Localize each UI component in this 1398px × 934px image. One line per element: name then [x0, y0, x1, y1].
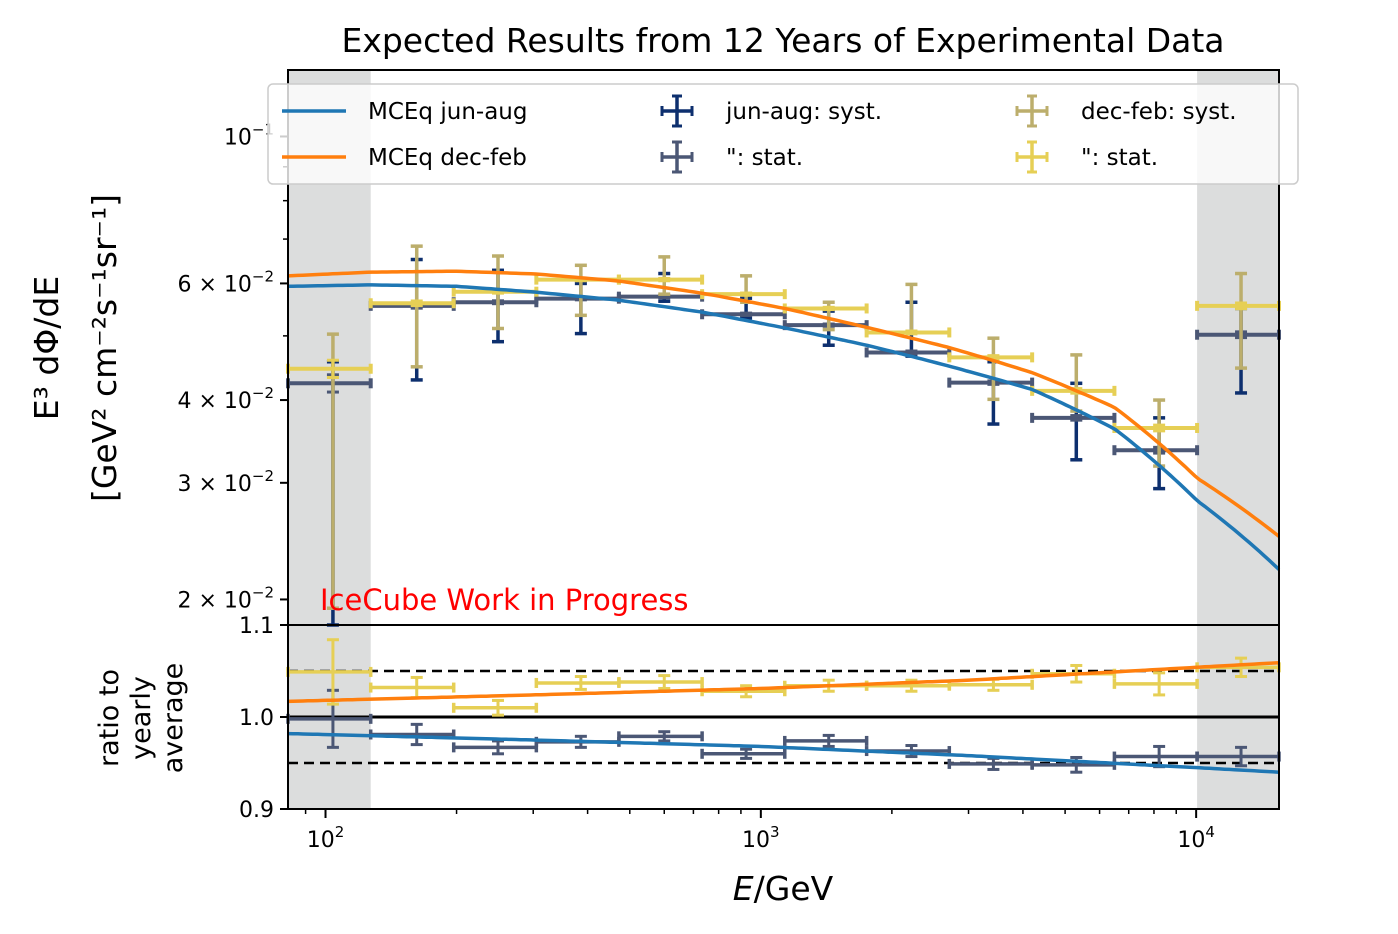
lower-model-curves: [287, 660, 1280, 774]
ratio-point: [700, 747, 787, 760]
lower-y-ticks: 1.1 1.0 0.9: [239, 614, 288, 823]
ratio-point: [451, 698, 539, 717]
legend-entry: jun-aug: syst.: [660, 94, 882, 128]
lower-y-axis-label: ratio to yearly average: [94, 663, 189, 774]
ratio-y-tick-label: 1.0: [239, 706, 274, 731]
x-tick-label-exp: 2: [335, 823, 345, 841]
legend-entry: MCEq jun-aug: [282, 99, 527, 125]
upper-y-axis-label: E³ dΦ/dE [GeV² cm⁻²s⁻¹sr⁻¹]: [27, 194, 124, 502]
x-tick-label-base: 10: [1177, 828, 1205, 853]
x-axis-label-unit: /GeV: [754, 869, 834, 908]
legend-entry: ": stat.: [660, 140, 803, 174]
data-point: [368, 244, 456, 369]
lower-y-axis-label-line1: ratio to: [94, 669, 125, 767]
y-tick-label-exp: −2: [252, 384, 274, 402]
y-tick-label-exp: −2: [252, 267, 274, 285]
data-point: [782, 300, 869, 332]
lower-y-axis-label-line2: yearly: [126, 676, 157, 760]
ratio-point: [617, 674, 704, 690]
legend: MCEq jun-aug MCEq dec-feb jun-aug: syst. ":…: [267, 83, 1299, 185]
y-tick-label: 4 × 10−2: [177, 384, 274, 414]
y-tick-label-base: 2 × 10: [177, 588, 251, 613]
x-tick-label-base: 10: [742, 828, 770, 853]
y-tick-label: 2 × 10−2: [177, 583, 274, 613]
legend-label: dec-feb: syst.: [1081, 99, 1237, 125]
legend-frame: [267, 83, 1299, 185]
x-ticks: 102 103 104: [304, 809, 1215, 853]
legend-label: MCEq jun-aug: [368, 99, 527, 125]
upper-data-points: [286, 244, 1281, 627]
data-point: [1195, 271, 1281, 370]
x-axis-label-var: E: [733, 869, 754, 908]
y-tick-label-exp: −2: [252, 583, 274, 601]
ratio-point: [617, 730, 704, 743]
watermark: IceCube Work in Progress: [320, 583, 689, 617]
y-tick-label-base: 10: [224, 125, 252, 150]
y-tick-label-exp: −2: [252, 467, 274, 485]
y-tick-label-base: 6 × 10: [177, 272, 251, 297]
upper-y-axis-label-line1: E³ dΦ/dE: [27, 276, 66, 420]
legend-label: ": stat.: [1081, 145, 1158, 171]
y-tick-label-base: 4 × 10: [177, 389, 251, 414]
upper-y-axis-label-line2: [GeV² cm⁻²s⁻¹sr⁻¹]: [85, 194, 124, 502]
ratio-series-jun-aug: [286, 688, 1281, 774]
ratio-point: [368, 675, 456, 700]
model-curve-mceq-dec-feb: [287, 269, 1281, 538]
upper-y-ticks: 10−16 × 10−24 × 10−23 × 10−22 × 10−2: [177, 120, 288, 613]
chart-title: Expected Results from 12 Years of Experi…: [341, 21, 1224, 60]
x-tick-label: 104: [1177, 823, 1215, 853]
legend-label: MCEq dec-feb: [368, 145, 527, 171]
model-curve-mceq-jun-aug: [287, 283, 1281, 571]
ratio-curve-mceq-dec-feb: [287, 660, 1280, 704]
x-tick-label-exp: 4: [1205, 823, 1215, 841]
x-tick-label-exp: 3: [770, 823, 780, 841]
legend-label: ": stat.: [726, 145, 803, 171]
x-tick-label: 103: [742, 823, 780, 853]
ratio-y-tick-label: 0.9: [239, 798, 274, 823]
lower-y-axis-label-line3: average: [158, 663, 189, 774]
legend-entry: MCEq dec-feb: [282, 145, 527, 171]
ratio-curve-mceq-jun-aug: [287, 731, 1280, 774]
upper-model-curves: [287, 269, 1281, 571]
data-point: [286, 332, 373, 610]
ratio-y-tick-label: 1.1: [239, 614, 274, 639]
x-axis-label: E/GeV: [733, 869, 834, 908]
y-tick-label-base: 3 × 10: [177, 472, 251, 497]
ratio-point: [451, 739, 539, 756]
ratio-point: [1112, 671, 1199, 697]
legend-label: jun-aug: syst.: [725, 99, 882, 125]
y-tick-label: 3 × 10−2: [177, 467, 274, 497]
x-tick-label: 102: [307, 823, 345, 853]
x-tick-label-base: 10: [307, 828, 335, 853]
y-tick-label: 6 × 10−2: [177, 267, 274, 297]
legend-entry: ": stat.: [1015, 140, 1158, 174]
legend-entry: dec-feb: syst.: [1015, 94, 1237, 128]
ratio-point: [783, 733, 869, 748]
